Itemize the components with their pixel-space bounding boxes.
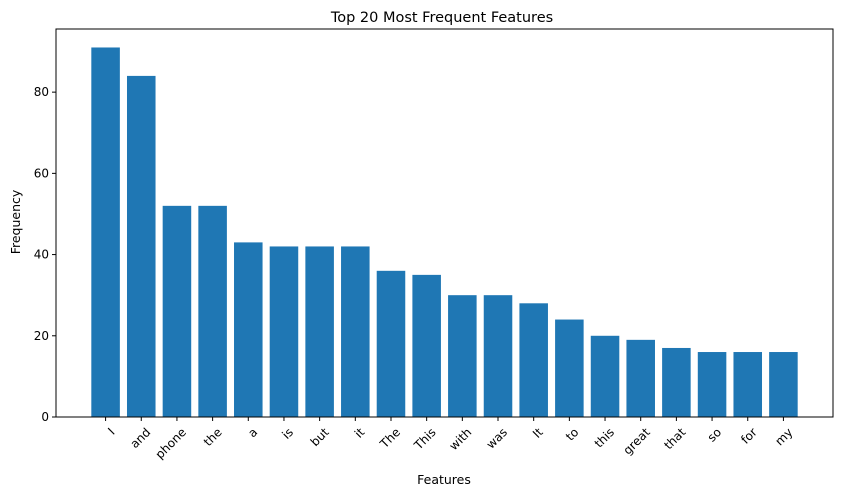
- bar-15: [626, 339, 655, 417]
- x-tick-label-8: The: [377, 425, 403, 451]
- chart-title: Top 20 Most Frequent Features: [330, 10, 553, 26]
- y-tick-label-2: 40: [34, 248, 49, 262]
- bar-1: [126, 75, 156, 418]
- bar-0: [91, 47, 120, 417]
- y-tick-label-4: 80: [34, 85, 49, 99]
- bar-4: [234, 242, 263, 417]
- bar-6: [305, 246, 334, 417]
- bar-2: [162, 205, 192, 417]
- bar-18: [733, 352, 763, 417]
- x-tick-label-7: it: [352, 425, 368, 441]
- y-tick-label-3: 60: [34, 166, 49, 180]
- x-tick-label-17: so: [705, 425, 725, 445]
- x-tick-label-5: is: [279, 425, 296, 442]
- x-tick-label-0: I: [105, 425, 117, 437]
- y-axis: 0 20 40 60 80: [34, 85, 56, 424]
- x-tick-label-18: for: [738, 425, 760, 447]
- x-tick-label-2: phone: [153, 425, 189, 461]
- bar-7: [341, 246, 370, 417]
- bar-3: [198, 205, 227, 417]
- x-axis-label: Features: [417, 472, 471, 487]
- plot-area: [91, 47, 798, 418]
- bar-13: [555, 319, 584, 417]
- bar-16: [662, 347, 691, 417]
- bar-14: [590, 335, 620, 417]
- bar-11: [483, 295, 513, 417]
- plot-frame: [55, 28, 834, 418]
- y-tick-label-0: 0: [41, 410, 49, 424]
- bar-9: [412, 274, 441, 417]
- bar-8: [376, 270, 406, 417]
- y-axis-label: Frequency: [8, 189, 23, 254]
- bar-5: [269, 246, 299, 417]
- y-tick-label-1: 20: [34, 329, 49, 343]
- x-tick-label-10: with: [446, 425, 474, 453]
- x-tick-label-3: the: [201, 425, 225, 449]
- x-tick-label-16: that: [661, 425, 688, 452]
- x-tick-label-14: this: [592, 425, 617, 450]
- x-tick-label-13: to: [563, 425, 581, 443]
- x-tick-label-6: but: [308, 425, 332, 449]
- x-tick-label-1: and: [127, 425, 153, 451]
- x-tick-label-4: a: [245, 425, 260, 440]
- bar-12: [519, 303, 548, 417]
- x-tick-label-11: was: [484, 425, 510, 451]
- x-tick-label-9: This: [411, 425, 439, 453]
- x-tick-label-12: It: [530, 425, 546, 441]
- bar-19: [769, 352, 798, 417]
- x-tick-label-15: great: [620, 425, 653, 458]
- bar-17: [697, 352, 727, 417]
- bar-10: [448, 295, 477, 417]
- x-tick-label-19: my: [772, 425, 795, 448]
